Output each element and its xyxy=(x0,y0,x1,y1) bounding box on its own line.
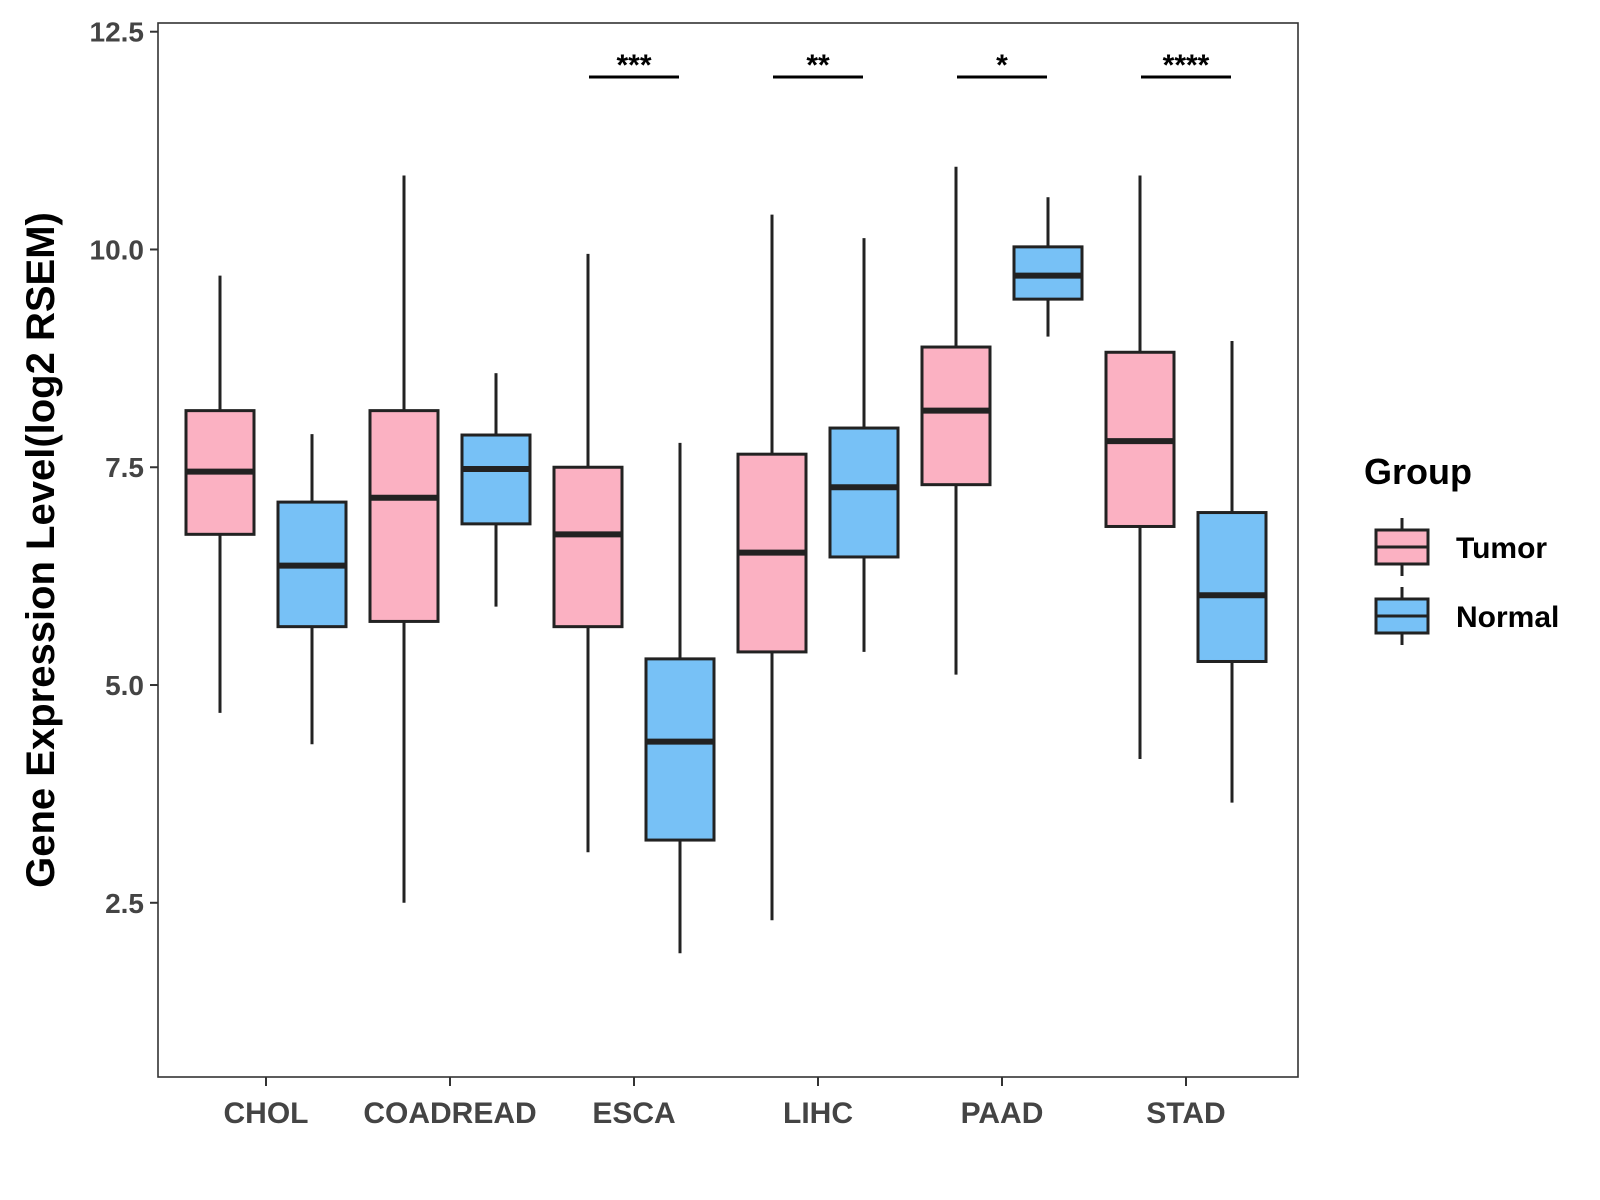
legend-label: Tumor xyxy=(1456,532,1547,565)
significance-annotations: *** ** * **** xyxy=(589,49,1231,82)
box-body xyxy=(460,433,532,526)
box-normal-paad xyxy=(1012,197,1084,337)
legend-item-normal: Normal xyxy=(1374,587,1559,645)
box-body xyxy=(552,465,624,629)
legend: Group Tumor Normal xyxy=(1364,451,1559,645)
legend-label: Normal xyxy=(1456,601,1559,634)
y-tick-label: 5.0 xyxy=(105,670,144,701)
box-body xyxy=(828,426,900,559)
box-tumor-paad xyxy=(920,166,992,675)
x-axis: CHOL COADREAD ESCA LIHC PAAD STAD xyxy=(224,1077,1226,1130)
box-normal-lihc xyxy=(828,238,900,652)
x-tick-label: PAAD xyxy=(961,1097,1044,1130)
y-axis: 2.5 5.0 7.5 10.0 12.5 xyxy=(90,17,158,919)
box-normal-coadread xyxy=(460,373,532,607)
significance-label: *** xyxy=(616,49,651,82)
box-tumor-lihc xyxy=(736,214,808,921)
significance-label: ** xyxy=(806,49,830,82)
y-tick-label: 10.0 xyxy=(90,234,145,265)
box-tumor-esca xyxy=(552,253,624,853)
box-body xyxy=(920,345,992,487)
box-normal-esca xyxy=(644,442,716,954)
x-tick-label: STAD xyxy=(1146,1097,1225,1130)
legend-item-tumor: Tumor xyxy=(1374,518,1547,576)
significance-label: **** xyxy=(1163,49,1210,82)
box-body xyxy=(644,657,716,842)
box-tumor-stad xyxy=(1104,175,1176,760)
box-body xyxy=(368,409,440,623)
box-series-group xyxy=(184,166,1268,954)
y-tick-label: 2.5 xyxy=(105,888,144,919)
box-normal-chol xyxy=(276,434,348,745)
x-tick-label: COADREAD xyxy=(363,1097,536,1130)
y-tick-label: 12.5 xyxy=(90,17,145,48)
box-normal-stad xyxy=(1196,340,1268,803)
plot-panel xyxy=(157,22,1299,1078)
box-body xyxy=(1196,511,1268,663)
y-tick-label: 7.5 xyxy=(105,452,144,483)
significance-label: * xyxy=(996,49,1008,82)
y-axis-title: Gene Expression Level(log2 RSEM) xyxy=(19,212,63,888)
box-tumor-coadread xyxy=(368,175,440,903)
x-tick-label: CHOL xyxy=(224,1097,309,1130)
legend-title: Group xyxy=(1364,451,1472,492)
x-tick-label: LIHC xyxy=(783,1097,853,1130)
box-tumor-chol xyxy=(184,275,256,713)
x-tick-label: ESCA xyxy=(592,1097,675,1130)
